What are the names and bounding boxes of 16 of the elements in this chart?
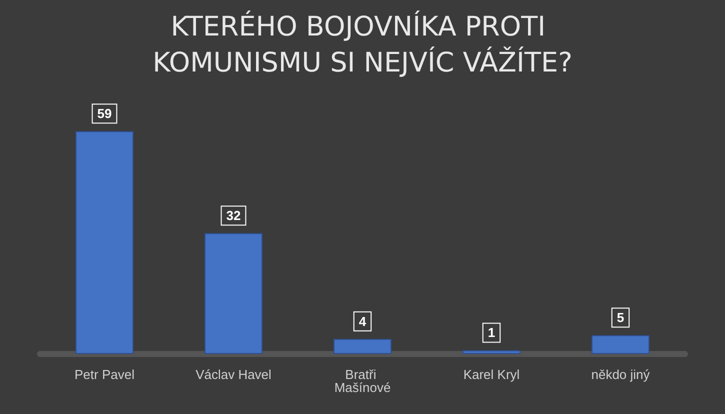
x-tick-label: Karel Kryl (463, 367, 520, 382)
data-label: 1 (488, 325, 496, 340)
x-tick-label: Václav Havel (196, 367, 272, 382)
bar (591, 335, 650, 354)
bar (204, 233, 263, 354)
x-tick-label: někdo jiný (591, 367, 650, 382)
bar (75, 131, 134, 354)
x-tick-label: Bratři Mašínové (334, 367, 391, 395)
bar (333, 338, 392, 354)
data-label: 59 (97, 106, 112, 122)
chart-title: KTERÉHO BOJOVNÍKA PROTI KOMUNISMU SI NEJVÍC VÁŽÍTE? (152, 10, 572, 78)
data-label: 5 (616, 310, 624, 326)
data-label: 4 (358, 314, 367, 329)
data-label: 32 (226, 208, 241, 224)
x-tick-label: Petr Pavel (74, 367, 135, 382)
bar (462, 350, 521, 354)
